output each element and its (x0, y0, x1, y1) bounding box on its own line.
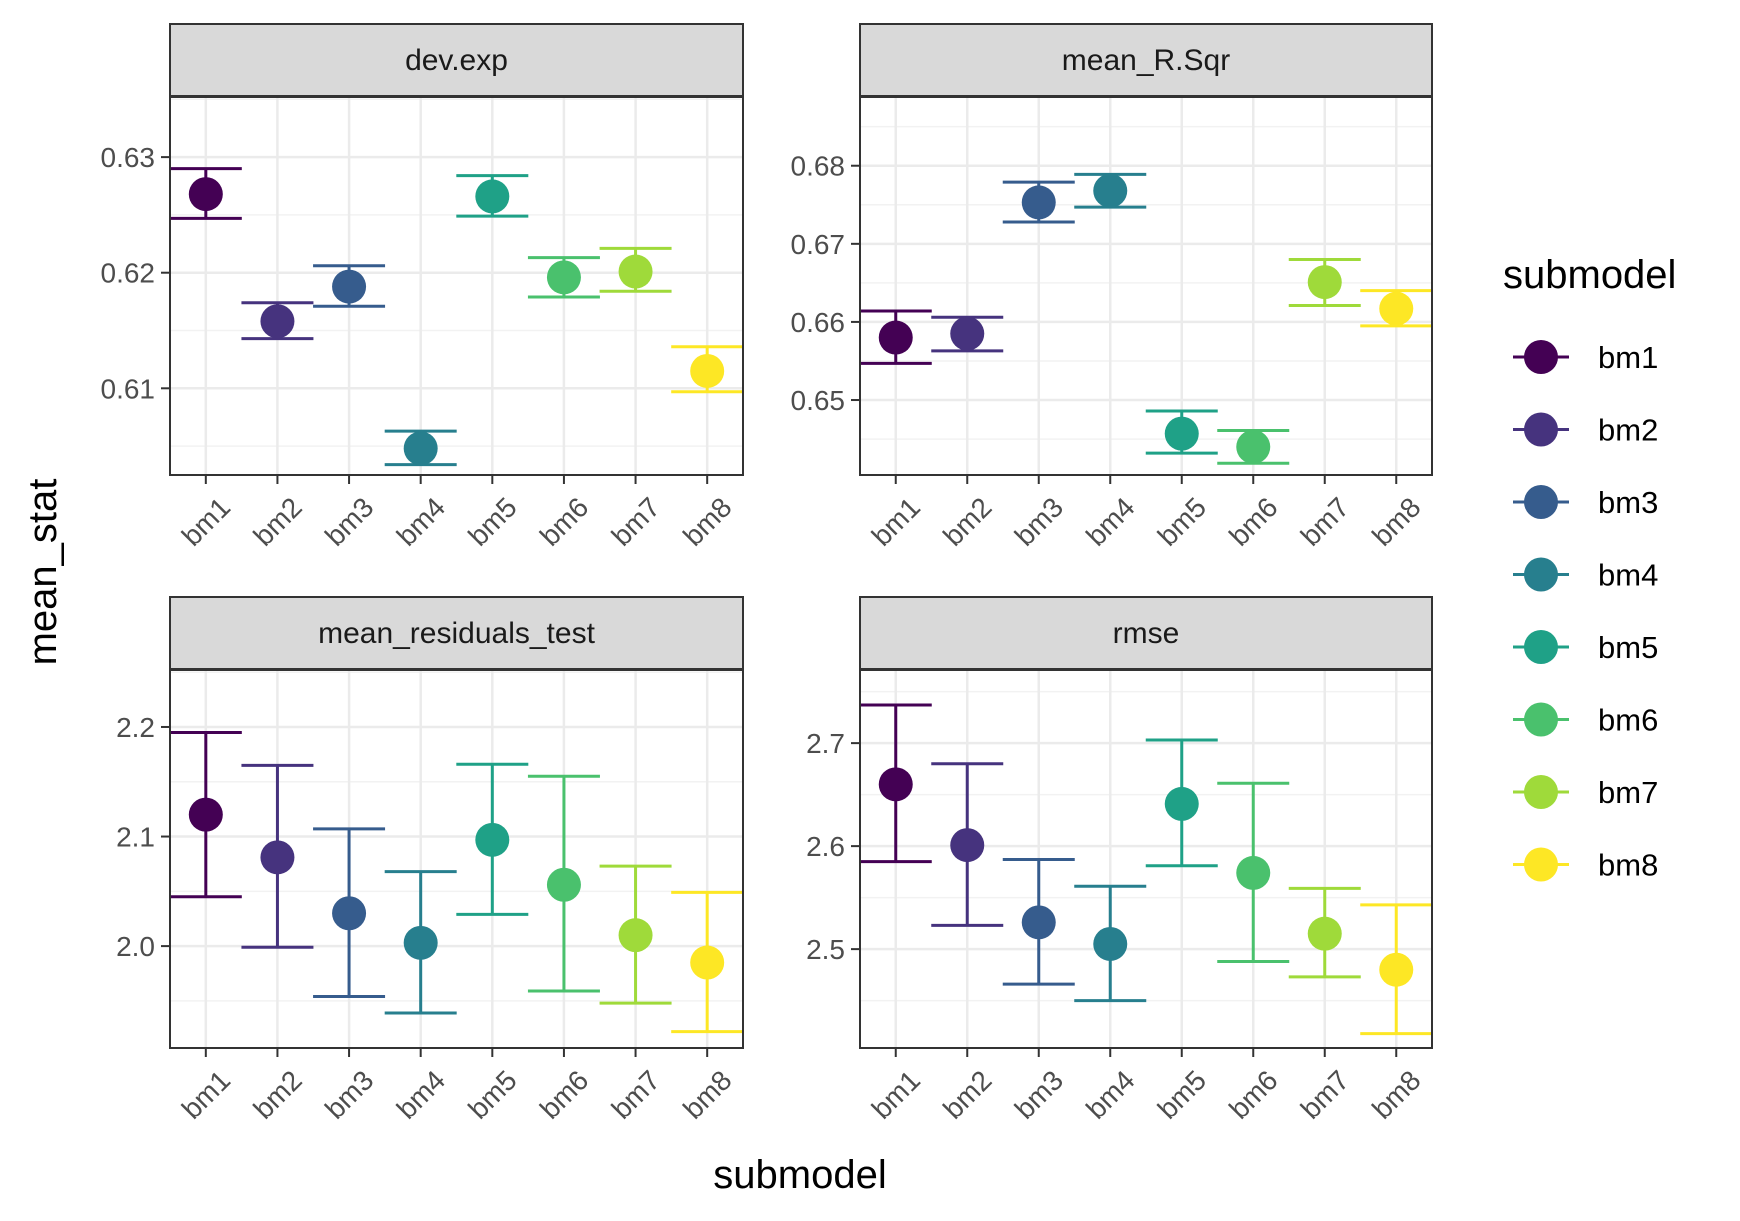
y-tick-label: 2.1 (116, 822, 155, 853)
legend-label: bm1 (1598, 340, 1658, 375)
panel-background (860, 97, 1432, 475)
point-bm3 (1021, 905, 1056, 940)
legend-key-point (1524, 847, 1558, 882)
point-bm5 (475, 179, 510, 214)
panel-background (860, 670, 1432, 1048)
point-bm7 (1307, 265, 1342, 300)
point-bm2 (260, 840, 295, 875)
facet-title: mean_residuals_test (318, 617, 595, 650)
legend-label: bm7 (1598, 775, 1658, 810)
point-bm7 (618, 918, 653, 953)
facet-strip (169, 23, 744, 97)
legend-label: bm6 (1598, 703, 1658, 738)
legend-item-bm1: bm1 (1513, 340, 1658, 375)
point-bm7 (1307, 916, 1342, 951)
legend-item-bm6: bm6 (1513, 702, 1658, 738)
facet-strip (859, 596, 1433, 670)
y-tick-label: 0.68 (791, 151, 846, 182)
legend-item-bm2: bm2 (1513, 412, 1658, 448)
y-tick-label: 2.7 (806, 728, 845, 759)
legend-key-point (1524, 775, 1558, 809)
panel-background (170, 97, 743, 475)
legend-item-bm3: bm3 (1513, 485, 1658, 520)
legend-label: bm2 (1598, 413, 1658, 448)
x-axis-title: submodel (713, 1153, 886, 1197)
legend-key-point (1524, 557, 1558, 592)
point-bm4 (1093, 926, 1128, 961)
point-bm6 (546, 867, 581, 902)
point-bm2 (950, 828, 985, 863)
point-bm6 (1236, 855, 1271, 890)
point-bm7 (618, 254, 653, 289)
legend-key-point (1524, 412, 1558, 447)
point-bm3 (332, 896, 367, 931)
y-tick-label: 0.66 (791, 307, 846, 338)
point-bm6 (546, 260, 581, 295)
y-tick-label: 2.6 (806, 831, 845, 862)
y-axis-title: mean_stat (21, 479, 65, 666)
legend-label: bm8 (1598, 848, 1658, 883)
legend-item-bm7: bm7 (1513, 775, 1658, 810)
legend-label: bm4 (1598, 558, 1658, 593)
y-tick-label: 2.0 (116, 931, 155, 962)
legend: submodel bm1 bm2 bm3 bm4 bm5 bm6 bm7 bm8 (1503, 253, 1676, 883)
legend-item-bm8: bm8 (1513, 847, 1658, 883)
point-bm1 (878, 767, 913, 802)
point-bm4 (403, 925, 438, 960)
y-tick-label: 0.65 (791, 385, 846, 416)
legend-label: bm3 (1598, 485, 1658, 520)
point-bm8 (690, 945, 725, 980)
point-bm4 (403, 431, 438, 466)
point-bm6 (1236, 429, 1271, 464)
y-tick-label: 0.67 (791, 229, 846, 260)
facet-strip (169, 596, 744, 670)
legend-key-point (1524, 702, 1558, 737)
point-bm3 (1021, 185, 1056, 220)
point-bm1 (188, 177, 223, 212)
legend-label: bm5 (1598, 630, 1658, 665)
point-bm5 (1164, 786, 1199, 821)
y-tick-label: 0.61 (101, 373, 156, 404)
y-tick-label: 2.5 (806, 934, 845, 965)
facet-title: rmse (1113, 617, 1180, 650)
point-bm4 (1093, 173, 1128, 208)
point-bm8 (690, 353, 725, 388)
legend-item-bm5: bm5 (1513, 630, 1658, 665)
y-tick-label: 0.62 (101, 258, 156, 289)
point-bm8 (1379, 952, 1414, 987)
legend-item-bm4: bm4 (1513, 557, 1658, 593)
legend-key-point (1524, 630, 1558, 664)
point-bm8 (1379, 291, 1414, 326)
y-tick-label: 0.63 (101, 142, 156, 173)
point-bm5 (475, 822, 510, 857)
facet-strip (859, 23, 1433, 97)
point-bm1 (878, 320, 913, 355)
legend-key-point (1524, 485, 1558, 519)
point-bm3 (332, 269, 367, 304)
point-bm5 (1164, 416, 1199, 451)
facet-title: dev.exp (405, 44, 508, 77)
point-bm2 (950, 316, 985, 351)
facet-title: mean_R.Sqr (1062, 44, 1230, 77)
point-bm2 (260, 304, 295, 339)
legend-title: submodel (1503, 253, 1676, 297)
point-bm1 (188, 797, 223, 832)
y-tick-label: 2.2 (116, 712, 155, 743)
legend-key-point (1524, 340, 1558, 374)
